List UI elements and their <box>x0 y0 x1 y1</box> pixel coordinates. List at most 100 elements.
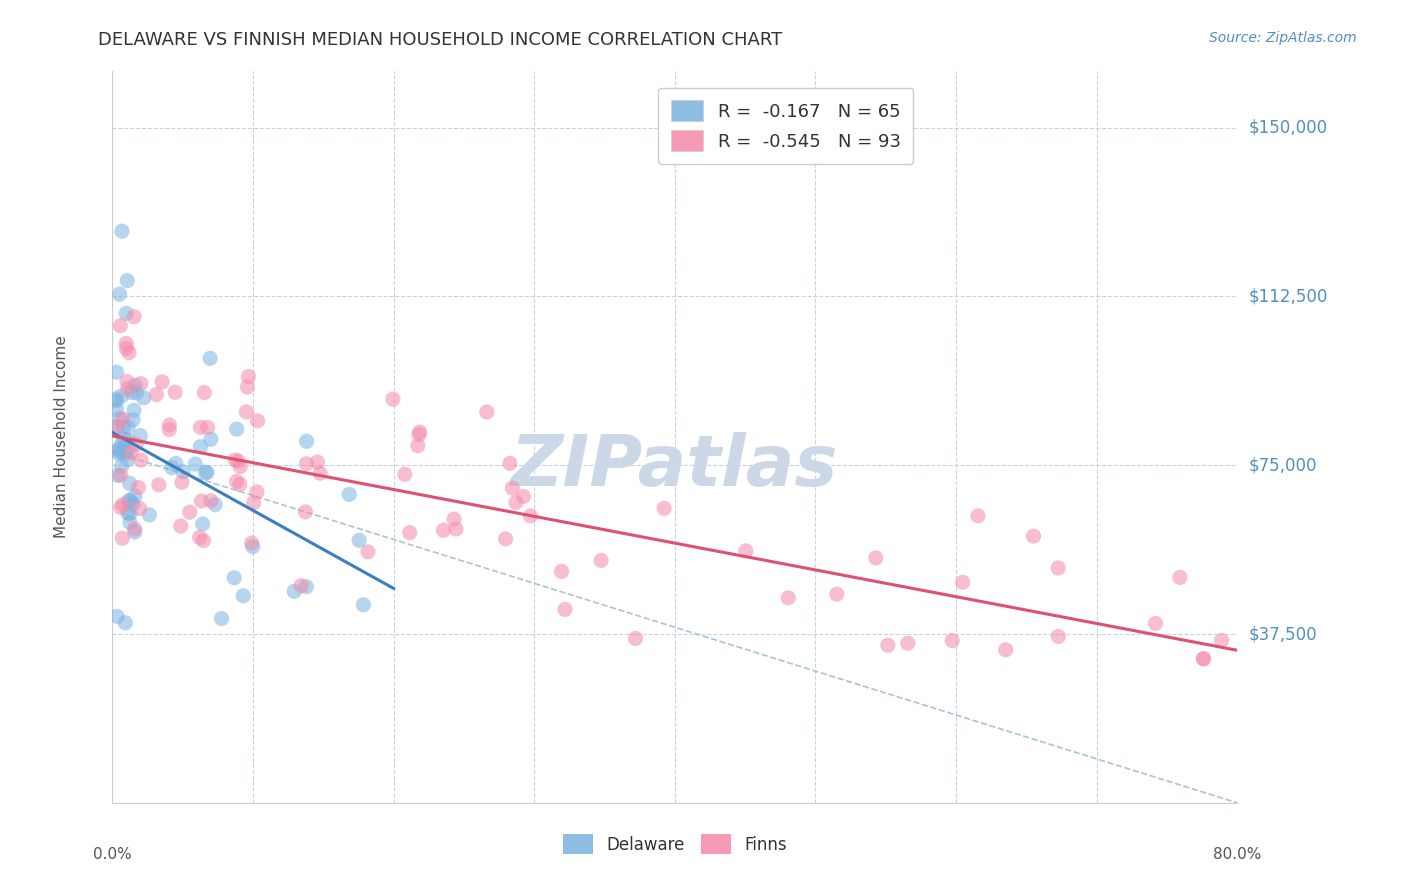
Point <box>232 589 254 603</box>
Point <box>242 496 264 510</box>
Point <box>495 532 517 546</box>
Point <box>118 493 141 508</box>
Point <box>193 533 215 548</box>
Point <box>1022 529 1045 543</box>
Point <box>357 545 380 559</box>
Point <box>778 591 800 605</box>
Point <box>224 571 246 585</box>
Point <box>107 468 129 483</box>
Point <box>240 536 263 550</box>
Point <box>501 481 523 495</box>
Point <box>108 442 131 456</box>
Point <box>122 310 145 324</box>
Point <box>148 478 170 492</box>
Point <box>347 533 370 548</box>
Point <box>505 495 527 509</box>
Point <box>114 433 136 447</box>
Text: Source: ZipAtlas.com: Source: ZipAtlas.com <box>1209 31 1357 45</box>
Point <box>138 508 160 522</box>
Point <box>624 632 647 646</box>
Point <box>145 387 167 401</box>
Point <box>122 413 145 427</box>
Point <box>115 306 138 320</box>
Point <box>352 598 374 612</box>
Point <box>238 369 260 384</box>
Point <box>115 342 138 356</box>
Point <box>170 519 193 533</box>
Point <box>224 453 246 467</box>
Point <box>122 403 145 417</box>
Text: Median Household Income: Median Household Income <box>55 335 69 539</box>
Point <box>129 428 152 442</box>
Point <box>652 501 675 516</box>
Point <box>170 475 193 490</box>
Point <box>225 422 247 436</box>
Point <box>195 466 218 480</box>
Point <box>398 525 420 540</box>
Point <box>105 420 128 434</box>
Point <box>165 385 187 400</box>
Point <box>1144 616 1167 631</box>
Point <box>111 435 134 450</box>
Point <box>128 481 150 495</box>
Point <box>235 405 257 419</box>
Point <box>337 487 360 501</box>
Point <box>115 336 138 351</box>
Text: 80.0%: 80.0% <box>1213 847 1261 862</box>
Point <box>194 465 217 479</box>
Point <box>111 389 134 403</box>
Point <box>117 443 139 458</box>
Point <box>432 523 454 537</box>
Point <box>381 392 404 406</box>
Legend: Delaware, Finns: Delaware, Finns <box>555 828 794 860</box>
Point <box>246 484 269 499</box>
Point <box>952 575 974 590</box>
Point <box>554 602 576 616</box>
Point <box>132 391 155 405</box>
Point <box>111 412 134 426</box>
Point <box>825 587 848 601</box>
Point <box>295 457 318 471</box>
Point <box>112 420 135 434</box>
Point <box>117 420 139 434</box>
Point <box>236 380 259 394</box>
Point <box>115 375 138 389</box>
Point <box>519 508 541 523</box>
Text: $37,500: $37,500 <box>1249 625 1317 643</box>
Point <box>443 512 465 526</box>
Point <box>197 420 219 434</box>
Point <box>204 498 226 512</box>
Text: $75,000: $75,000 <box>1249 456 1317 475</box>
Point <box>124 489 146 503</box>
Point <box>179 505 201 519</box>
Point <box>190 420 212 434</box>
Point <box>110 318 132 333</box>
Point <box>108 411 131 425</box>
Text: ZIPatlas: ZIPatlas <box>512 432 838 500</box>
Point <box>125 386 148 401</box>
Point <box>105 392 128 406</box>
Point <box>188 530 211 544</box>
Point <box>295 434 318 449</box>
Point <box>444 522 467 536</box>
Point <box>226 454 249 468</box>
Point <box>150 375 173 389</box>
Point <box>115 274 138 288</box>
Point <box>897 636 920 650</box>
Point <box>105 402 128 417</box>
Point <box>211 611 233 625</box>
Point <box>295 580 318 594</box>
Point <box>394 467 416 482</box>
Point <box>200 493 222 508</box>
Point <box>193 385 215 400</box>
Point <box>112 446 135 460</box>
Point <box>105 609 128 624</box>
Point <box>160 460 183 475</box>
Point <box>1192 652 1215 666</box>
Point <box>550 565 572 579</box>
Point <box>229 459 252 474</box>
Point <box>159 418 181 433</box>
Point <box>200 432 222 446</box>
Point <box>941 633 963 648</box>
Point <box>117 434 139 448</box>
